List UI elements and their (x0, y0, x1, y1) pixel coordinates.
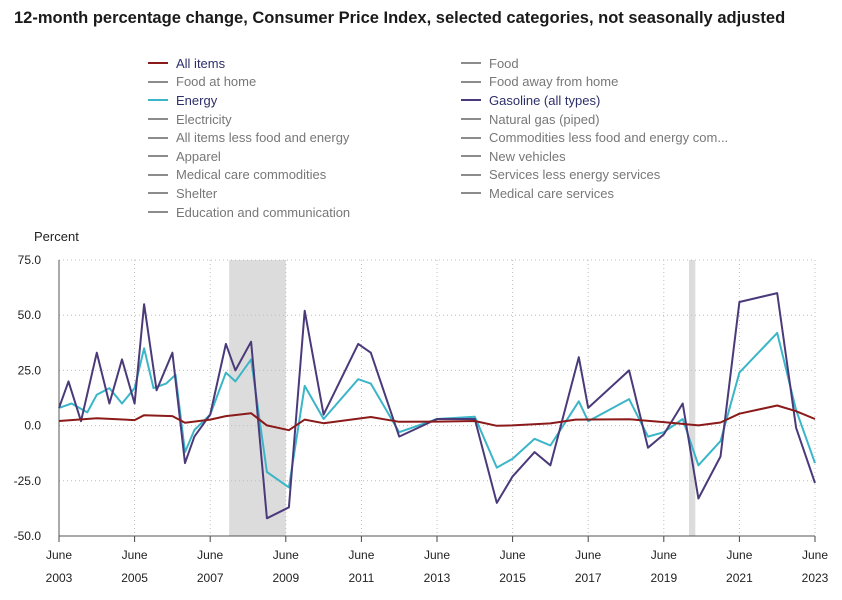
legend-label: Electricity (176, 111, 232, 127)
legend-swatch (148, 192, 168, 195)
legend-label: Food (489, 55, 519, 71)
legend-swatch (148, 155, 168, 158)
series-line-all-items (58, 404, 816, 432)
y-tick-label: -50.0 (14, 529, 42, 543)
legend-swatch (461, 80, 481, 83)
series-line-gasoline-all-types (58, 292, 816, 520)
x-tick-year: 2011 (348, 571, 374, 585)
legend-item-medical-care-commodities[interactable]: Medical care commodities (148, 166, 350, 185)
y-tick-label: 0.0 (24, 419, 41, 433)
y-tick-label: 50.0 (18, 308, 42, 322)
x-tick-month: June (726, 548, 752, 562)
legend-column-right: Food Food away from home Gasoline (all typ… (461, 54, 728, 203)
legend-label: Medical care commodities (176, 167, 327, 183)
legend-swatch (148, 173, 168, 176)
legend-swatch (461, 99, 481, 102)
recession-shading (689, 260, 696, 536)
legend-item-medical-care-services[interactable]: Medical care services (461, 184, 728, 203)
legend-label: All items less food and energy (176, 130, 350, 146)
x-tick-month: June (273, 548, 299, 562)
x-tick-month: June (348, 548, 374, 562)
x-tick-month: June (651, 548, 677, 562)
legend-swatch (148, 80, 168, 83)
y-axis-label: Percent (34, 229, 79, 244)
legend-item-food-away-from-home[interactable]: Food away from home (461, 73, 728, 92)
x-tick-month: June (575, 548, 601, 562)
x-tick-year: 2023 (802, 571, 829, 585)
x-tick-year: 2009 (272, 571, 299, 585)
legend-item-gasoline-all-types[interactable]: Gasoline (all types) (461, 91, 728, 110)
x-tick-year: 2017 (575, 571, 602, 585)
legend-swatch (148, 136, 168, 139)
chart-title: 12-month percentage change, Consumer Pri… (14, 9, 786, 27)
x-tick-year: 2007 (197, 571, 224, 585)
legend-swatch (148, 62, 168, 65)
legend-column-left: All items Food at home Energy Electricity Al… (148, 54, 350, 221)
x-tick-month: June (424, 548, 450, 562)
x-tick-month: June (802, 548, 828, 562)
legend-label: Energy (176, 92, 218, 108)
legend-item-education-and-communication[interactable]: Education and communication (148, 203, 350, 222)
x-tick-month: June (122, 548, 148, 562)
legend-label: Natural gas (piped) (489, 111, 600, 127)
legend-label: Food at home (176, 74, 257, 90)
legend-swatch (461, 118, 481, 121)
y-tick-label: 75.0 (18, 253, 42, 267)
y-tick-label: -25.0 (14, 474, 42, 488)
legend-label: Apparel (176, 148, 221, 164)
y-tick-label: 25.0 (18, 363, 42, 377)
legend-label: Medical care services (489, 185, 614, 201)
legend-item-natural-gas-piped[interactable]: Natural gas (piped) (461, 110, 728, 129)
legend-item-services-less-energy-services[interactable]: Services less energy services (461, 166, 728, 185)
x-tick-year: 2019 (650, 571, 677, 585)
legend-swatch (461, 136, 481, 139)
legend-label: Commodities less food and energy com... (489, 130, 729, 146)
legend-swatch (461, 173, 481, 176)
legend-item-new-vehicles[interactable]: New vehicles (461, 147, 728, 166)
legend-swatch (148, 99, 168, 102)
legend-item-electricity[interactable]: Electricity (148, 110, 350, 129)
legend-item-energy[interactable]: Energy (148, 91, 350, 110)
legend-item-apparel[interactable]: Apparel (148, 147, 350, 166)
legend-swatch (461, 192, 481, 195)
x-tick-year: 2015 (499, 571, 526, 585)
legend-swatch (148, 118, 168, 121)
legend-swatch (148, 211, 168, 214)
x-tick-month: June (46, 548, 72, 562)
legend-item-food-at-home[interactable]: Food at home (148, 73, 350, 92)
legend-label: Gasoline (all types) (489, 92, 601, 108)
x-tick-year: 2005 (121, 571, 148, 585)
x-tick-month: June (197, 548, 223, 562)
legend-item-food[interactable]: Food (461, 54, 728, 73)
legend-label: Food away from home (489, 74, 619, 90)
legend-item-all-items-less-food-and-energy[interactable]: All items less food and energy (148, 128, 350, 147)
legend-label: Education and communication (176, 204, 351, 220)
legend-item-all-items[interactable]: All items (148, 54, 350, 73)
legend-item-commodities-less-food-and-energy-com[interactable]: Commodities less food and energy com... (461, 128, 728, 147)
legend-item-shelter[interactable]: Shelter (148, 184, 350, 203)
legend-label: Services less energy services (489, 167, 661, 183)
x-tick-year: 2013 (424, 571, 451, 585)
legend-label: New vehicles (489, 148, 566, 164)
legend-swatch (461, 62, 481, 65)
legend-label: Shelter (176, 185, 218, 201)
legend-swatch (461, 155, 481, 158)
legend-label: All items (176, 55, 226, 71)
x-tick-year: 2021 (726, 571, 753, 585)
x-tick-year: 2003 (46, 571, 73, 585)
x-tick-month: June (500, 548, 526, 562)
